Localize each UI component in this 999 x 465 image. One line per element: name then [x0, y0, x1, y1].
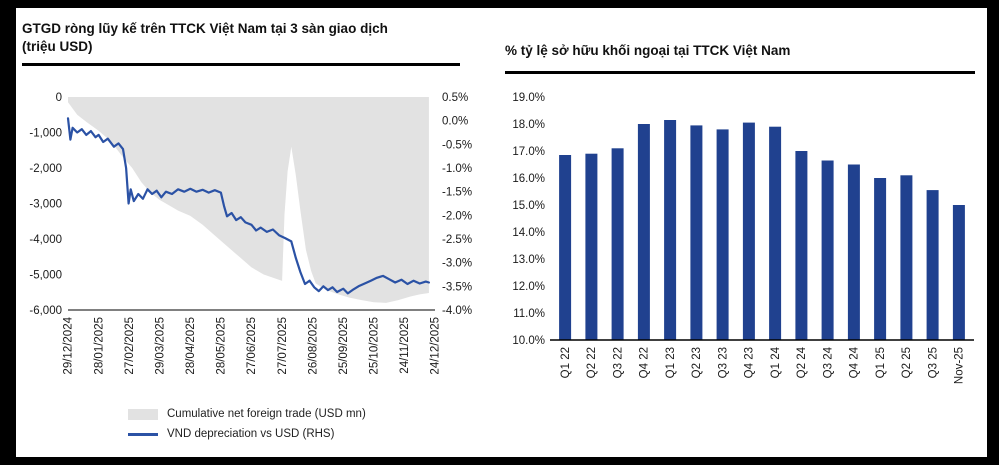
svg-text:Q1 22: Q1 22 — [560, 347, 572, 378]
svg-text:17.0%: 17.0% — [512, 146, 545, 158]
svg-text:Q4 22: Q4 22 — [639, 347, 651, 378]
legend-item-area: Cumulative net foreign trade (USD mn) — [128, 408, 366, 420]
svg-text:Q2 25: Q2 25 — [901, 347, 913, 378]
svg-text:28/04/2025: 28/04/2025 — [185, 317, 197, 375]
bar-Q4 23 — [742, 122, 755, 340]
svg-text:24/11/2025: 24/11/2025 — [399, 317, 411, 374]
svg-text:0.5%: 0.5% — [442, 92, 468, 104]
report-canvas: GTGD ròng lũy kế trên TTCK Việt Nam tại … — [16, 8, 987, 457]
right-chart-title: % tỷ lệ sở hữu khối ngoại tại TTCK Việt … — [505, 42, 975, 74]
right-chart-panel: % tỷ lệ sở hữu khối ngoại tại TTCK Việt … — [505, 8, 987, 457]
svg-text:14.0%: 14.0% — [512, 227, 545, 239]
left-chart-canvas: 0 -1,000 -2,000 -3,000 -4,000 -5,000 -6,000 0.5… — [29, 92, 472, 375]
left-chart-title-line2: (triệu USD) — [22, 38, 93, 54]
svg-text:13.0%: 13.0% — [512, 254, 545, 266]
bar-Q2 23 — [690, 125, 703, 341]
svg-text:Q2 23: Q2 23 — [691, 347, 703, 378]
svg-text:-2.5%: -2.5% — [442, 234, 472, 246]
svg-text:29/12/2024: 29/12/2024 — [63, 316, 75, 374]
bar-Q2 24 — [795, 151, 808, 340]
svg-text:-4,000: -4,000 — [29, 234, 62, 246]
svg-text:-1,000: -1,000 — [29, 128, 62, 140]
svg-text:24/12/2025: 24/12/2025 — [430, 317, 442, 375]
svg-text:Nov-25: Nov-25 — [954, 347, 966, 384]
left-chart-legend: Cumulative net foreign trade (USD mn) VN… — [128, 408, 366, 440]
bar-Q4 22 — [637, 124, 650, 340]
right-chart-canvas: 19.0% 18.0% 17.0% 16.0% 15.0% 14.0% 13.0% 12.0%… — [512, 92, 974, 384]
bar-Q1 22 — [559, 155, 572, 340]
left-chart-panel: GTGD ròng lũy kế trên TTCK Việt Nam tại … — [16, 8, 502, 457]
svg-text:Q1 24: Q1 24 — [770, 346, 782, 378]
left-chart-title: GTGD ròng lũy kế trên TTCK Việt Nam tại … — [22, 20, 460, 66]
left-chart-title-line1: GTGD ròng lũy kế trên TTCK Việt Nam tại … — [22, 21, 388, 36]
svg-text:-6,000: -6,000 — [29, 305, 62, 317]
svg-text:12.0%: 12.0% — [512, 281, 545, 293]
svg-text:27/07/2025: 27/07/2025 — [277, 317, 289, 375]
svg-text:-0.5%: -0.5% — [442, 139, 472, 151]
svg-text:Q3 23: Q3 23 — [717, 347, 729, 378]
svg-text:-4.0%: -4.0% — [442, 305, 472, 317]
svg-text:-5,000: -5,000 — [29, 270, 62, 282]
area-swatch-icon — [128, 408, 158, 420]
svg-text:27/02/2025: 27/02/2025 — [124, 317, 136, 375]
svg-text:0.0%: 0.0% — [442, 116, 468, 128]
legend-label-area: Cumulative net foreign trade (USD mn) — [167, 408, 366, 420]
bar-Q4 24 — [847, 164, 860, 340]
svg-text:-3.5%: -3.5% — [442, 281, 472, 293]
svg-text:28/05/2025: 28/05/2025 — [216, 317, 228, 375]
bar-Q3 22 — [611, 148, 624, 340]
svg-text:10.0%: 10.0% — [512, 335, 545, 347]
bar-Q1 24 — [769, 126, 782, 340]
svg-text:-2,000: -2,000 — [29, 163, 62, 175]
bar-Q3 23 — [716, 129, 729, 340]
svg-text:Q4 24: Q4 24 — [849, 346, 861, 378]
svg-text:16.0%: 16.0% — [512, 173, 545, 185]
svg-text:25/10/2025: 25/10/2025 — [368, 317, 380, 375]
svg-text:-1.5%: -1.5% — [442, 187, 472, 199]
bar-Q1 23 — [664, 120, 677, 340]
svg-text:28/01/2025: 28/01/2025 — [93, 317, 105, 375]
svg-text:26/08/2025: 26/08/2025 — [307, 317, 319, 375]
bar-Q3 25 — [926, 190, 939, 340]
bar-Q2 25 — [900, 175, 913, 340]
svg-text:19.0%: 19.0% — [512, 92, 545, 104]
svg-text:Q4 23: Q4 23 — [744, 347, 756, 378]
bar-Q2 22 — [585, 153, 598, 340]
svg-text:Q3 22: Q3 22 — [612, 347, 624, 378]
svg-text:Q1 25: Q1 25 — [875, 347, 887, 378]
svg-text:29/03/2025: 29/03/2025 — [154, 317, 166, 375]
svg-text:0: 0 — [56, 92, 62, 104]
bar-Q1 25 — [874, 178, 887, 340]
legend-label-line: VND depreciation vs USD (RHS) — [167, 428, 335, 440]
bar-Q3 24 — [821, 160, 834, 340]
svg-text:Q1 23: Q1 23 — [665, 347, 677, 378]
line-swatch-icon — [128, 432, 158, 436]
legend-item-line: VND depreciation vs USD (RHS) — [128, 428, 366, 440]
svg-text:25/09/2025: 25/09/2025 — [338, 317, 350, 375]
svg-text:15.0%: 15.0% — [512, 200, 545, 212]
svg-text:Q3 25: Q3 25 — [927, 347, 939, 378]
svg-text:-2.0%: -2.0% — [442, 210, 472, 222]
svg-text:-3,000: -3,000 — [29, 199, 62, 211]
svg-text:Q3 24: Q3 24 — [822, 346, 834, 378]
svg-text:-3.0%: -3.0% — [442, 258, 472, 270]
bar-Nov-25 — [952, 205, 965, 340]
svg-text:-1.0%: -1.0% — [442, 163, 472, 175]
svg-text:18.0%: 18.0% — [512, 119, 545, 131]
svg-text:Q2 22: Q2 22 — [586, 347, 598, 378]
svg-text:Q2 24: Q2 24 — [796, 346, 808, 378]
svg-text:27/06/2025: 27/06/2025 — [246, 317, 258, 375]
svg-text:11.0%: 11.0% — [513, 308, 545, 320]
